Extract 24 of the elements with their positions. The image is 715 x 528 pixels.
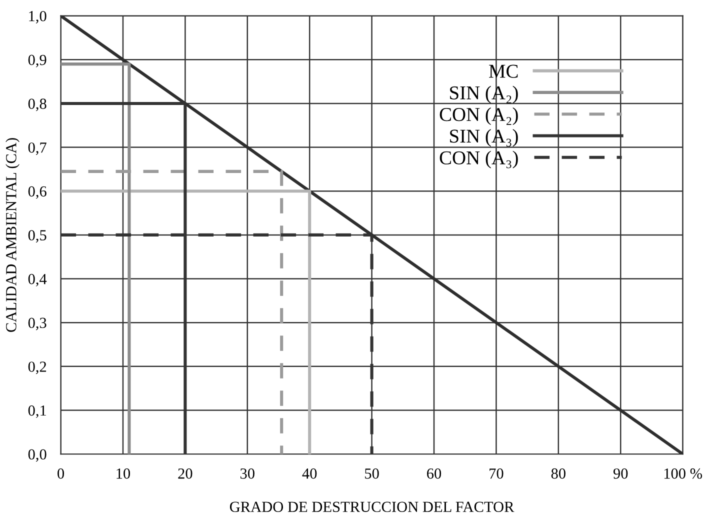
y-tick-label: 0,5 [28,230,46,243]
y-axis-title: CALIDAD AMBIENTAL (CA) [6,138,20,332]
x-tick-label: 80 [551,468,566,479]
y-tick-label: 0,6 [28,186,46,199]
y-tick-label: 1,0 [29,10,46,24]
y-tick-label: 0,8 [28,98,46,112]
x-tick-label: 100 % [664,468,702,479]
y-tick-label: 0,2 [28,362,46,374]
y-tick-label: 0,0 [28,449,46,462]
y-tick-label: 0,9 [28,54,46,68]
x-tick-label: 10 [116,468,130,479]
y-tick-label: 0,3 [28,318,46,330]
x-tick-label: 30 [240,468,254,479]
x-tick-label: 40 [302,468,317,479]
y-tick-label: 0,4 [28,274,47,286]
x-tick-label: 70 [490,468,504,479]
x-tick-label: 90 [613,468,628,479]
y-tick-label: 0,7 [28,142,46,155]
y-tick-label: 0,1 [28,405,46,418]
x-axis-title: GRADO DE DESTRUCCION DEL FACTOR [230,502,514,512]
x-tick-label: 0 [58,468,64,479]
x-tick-label: 20 [178,468,192,479]
x-tick-label: 50 [365,468,379,479]
x-tick-label: 60 [427,468,442,479]
